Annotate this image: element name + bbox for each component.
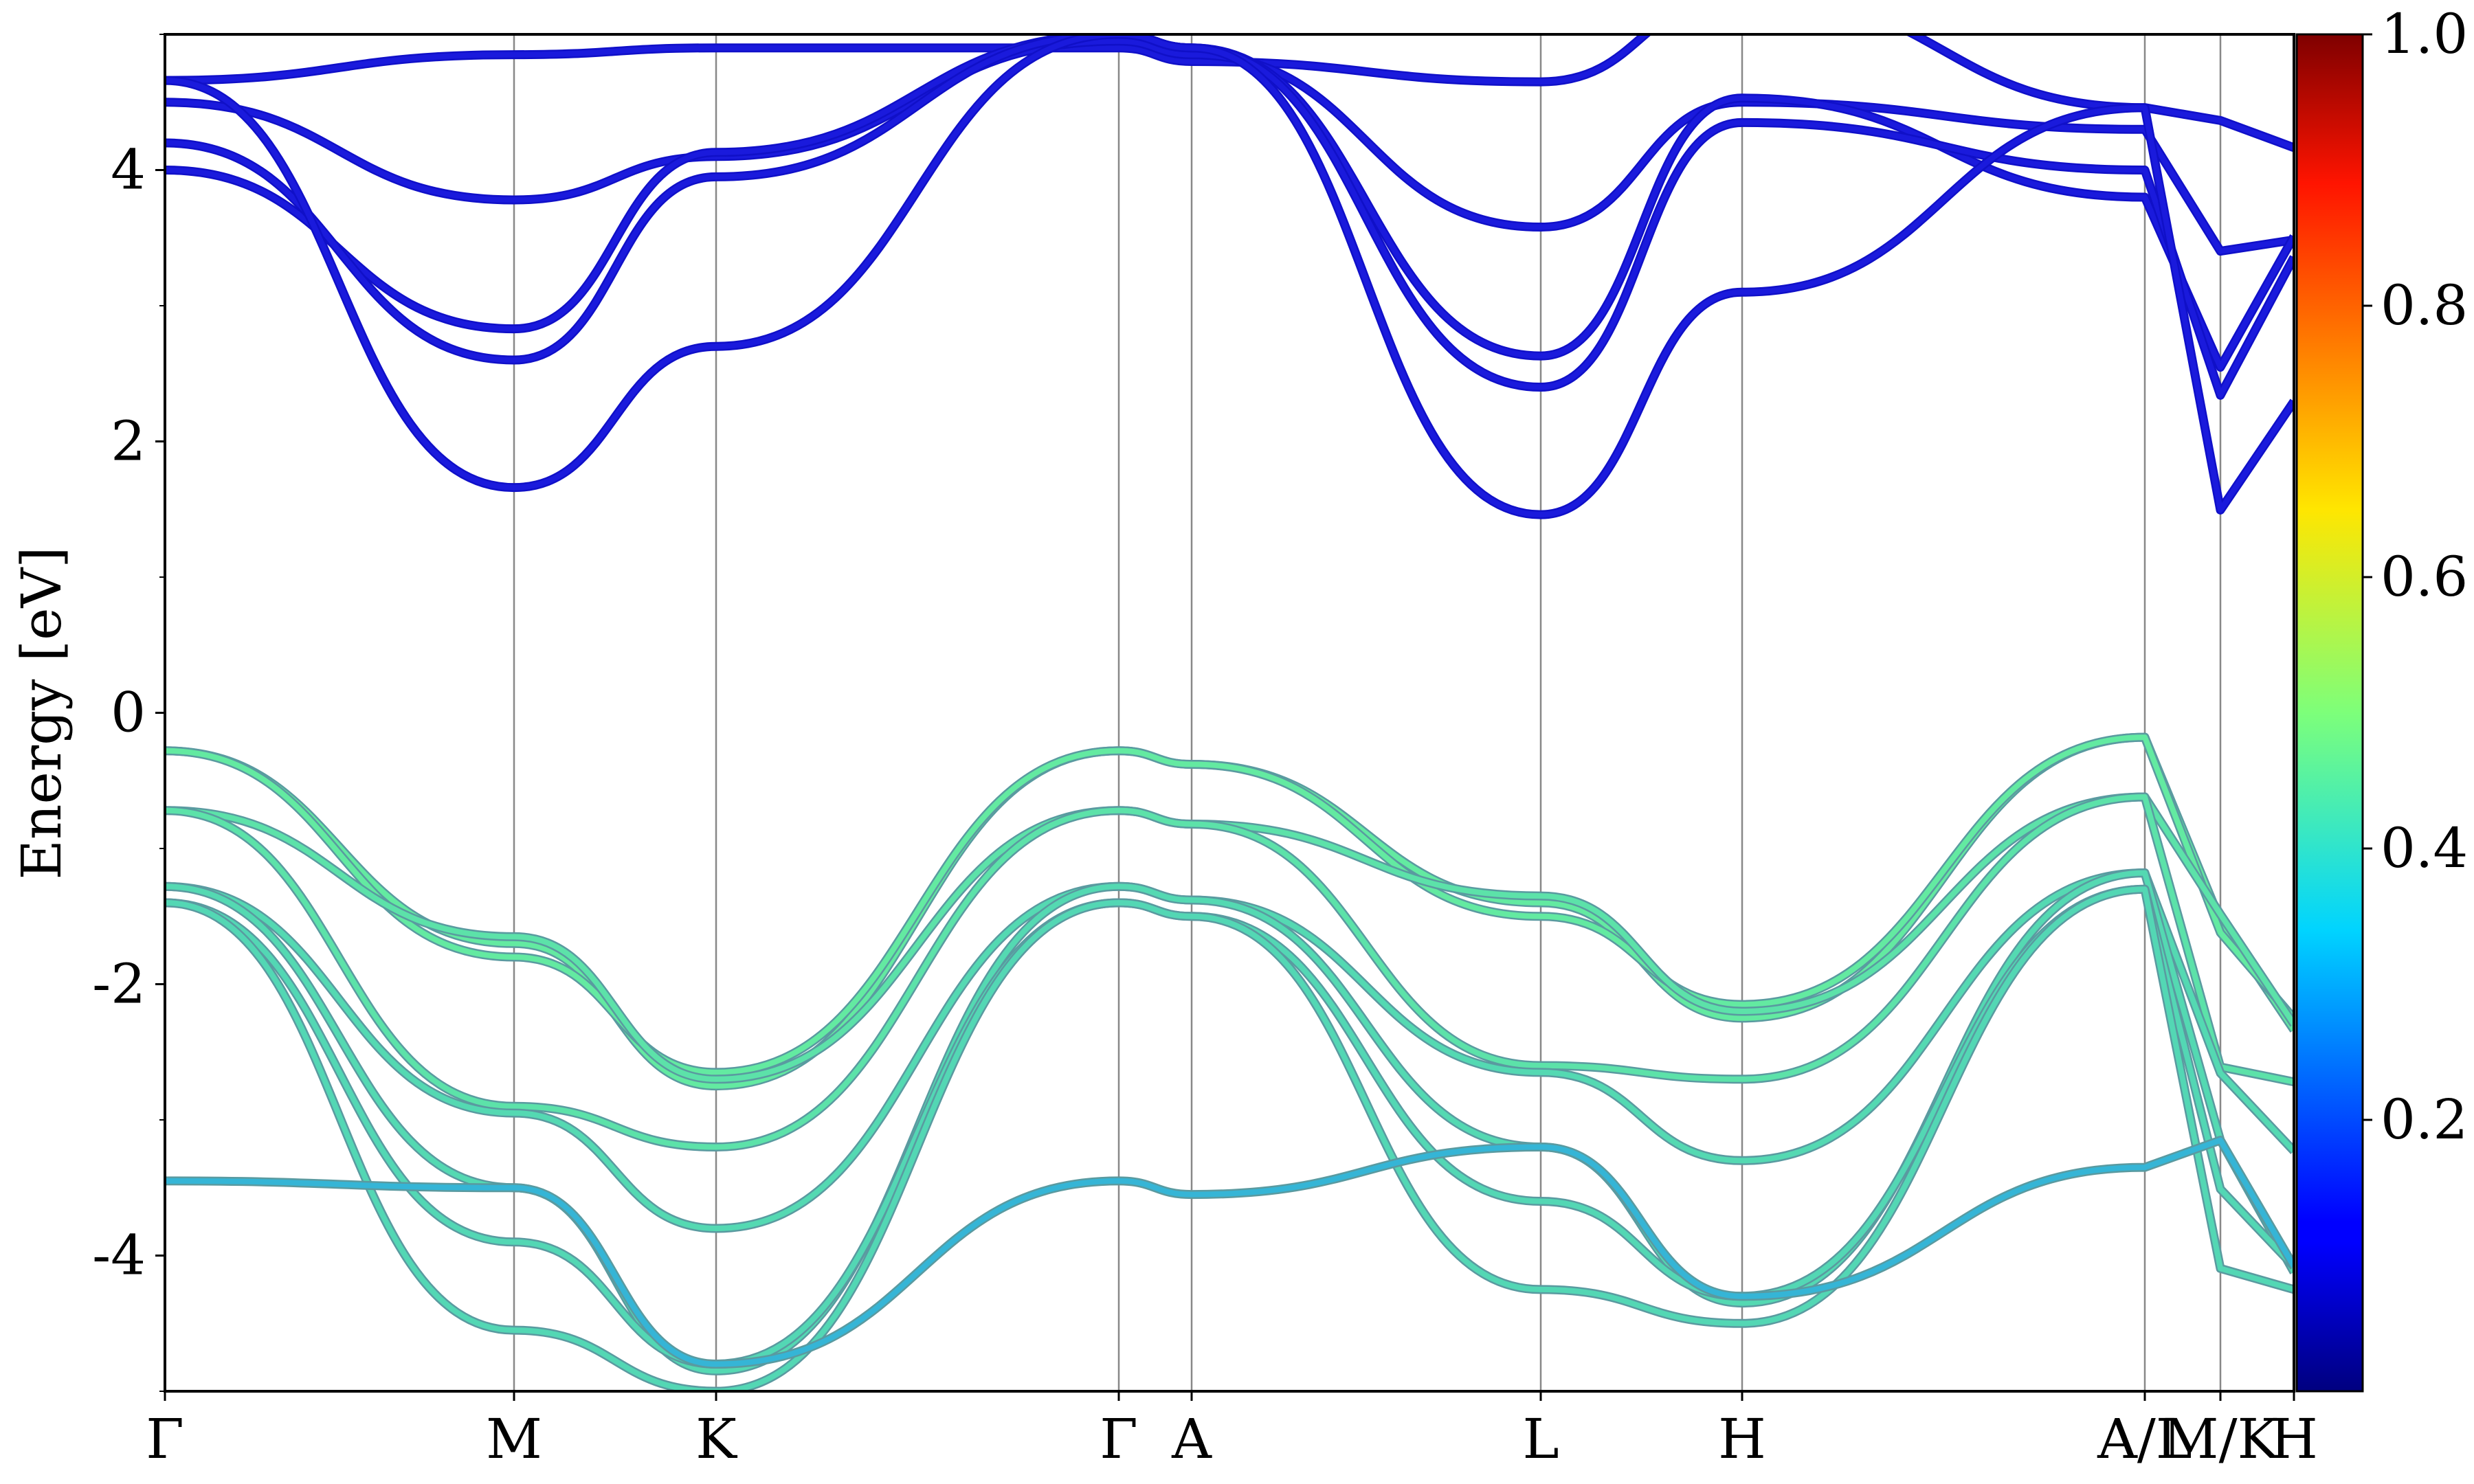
colorbar-ticks: 0.2 0.4 0.6 0.8 1.0 xyxy=(2363,2,2468,1151)
band-line xyxy=(165,734,2294,1075)
colorbar-tick-label: 1.0 xyxy=(2381,2,2468,66)
band-line xyxy=(165,34,2294,518)
band-line-outline xyxy=(165,884,2294,1369)
x-tick-label: M xyxy=(486,1407,542,1471)
x-tick-label: Γ xyxy=(1100,1407,1138,1471)
x-tick-label: H xyxy=(1718,1407,1766,1471)
y-axis-ticks: -4 -2 0 2 4 xyxy=(92,34,165,1392)
x-tick-label: A xyxy=(1171,1407,1212,1471)
x-tick-label: K xyxy=(695,1407,737,1471)
colorbar-tick-label: 0.6 xyxy=(2381,545,2468,609)
y-tick-label: 0 xyxy=(111,681,146,745)
band-line-outline xyxy=(165,884,2294,1391)
band-line xyxy=(165,1137,2294,1367)
band-line xyxy=(165,34,2294,150)
band-line xyxy=(165,34,2294,398)
band-line-outline xyxy=(165,34,2294,519)
x-tick-label: M/K xyxy=(2163,1407,2280,1471)
high-symmetry-lines xyxy=(513,34,2222,1391)
y-tick-label: 2 xyxy=(111,409,146,473)
y-tick-label: -2 xyxy=(92,952,146,1016)
x-tick-label: H xyxy=(2270,1407,2318,1471)
y-tick-label: -4 xyxy=(92,1224,146,1288)
colorbar xyxy=(2295,33,2364,1393)
x-tick-label: L xyxy=(1522,1407,1559,1471)
y-tick-label: 4 xyxy=(111,138,146,202)
band-line xyxy=(165,886,2294,1391)
band-line-outline xyxy=(165,1136,2294,1369)
colorbar-tick-label: 0.2 xyxy=(2381,1088,2468,1151)
y-axis-label: Energy [eV] xyxy=(10,547,74,880)
band-line-outline xyxy=(165,34,2294,400)
x-tick-label: A/L xyxy=(2097,1407,2192,1471)
band-line xyxy=(165,870,2294,1374)
x-tick-label: Γ xyxy=(146,1407,184,1471)
band-line xyxy=(165,794,2294,1150)
band-line xyxy=(165,886,2294,1367)
x-axis-ticks: Γ M K Γ A L H A/LM/KH xyxy=(146,1391,2318,1471)
band-line-outline xyxy=(165,868,2294,1375)
band-lines xyxy=(165,34,2294,1391)
band-line-outline xyxy=(165,34,2294,152)
colorbar-tick-label: 0.8 xyxy=(2381,273,2468,337)
colorbar-tick-label: 0.4 xyxy=(2381,816,2468,880)
